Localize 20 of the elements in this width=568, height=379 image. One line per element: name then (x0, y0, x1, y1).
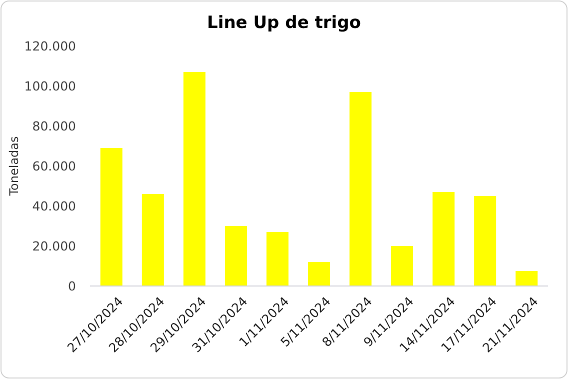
y-tick-label: 60.000 (32, 158, 76, 174)
y-tick-label: 100.000 (24, 78, 76, 94)
bar (308, 262, 330, 286)
bar (391, 246, 414, 286)
bar (474, 196, 496, 286)
bar (100, 148, 122, 286)
y-tick-label: 40.000 (32, 198, 76, 214)
bar (142, 194, 164, 286)
bar (516, 271, 538, 286)
bar (183, 72, 206, 286)
chart-title: Line Up de trigo (207, 13, 361, 33)
y-tick-label: 120.000 (24, 38, 76, 54)
bar (432, 192, 455, 286)
y-tick-label: 0 (68, 278, 76, 294)
y-axis-title: Toneladas (7, 136, 21, 197)
bar (266, 232, 288, 286)
bar (350, 92, 372, 286)
y-tick-label: 20.000 (32, 238, 76, 254)
bar (224, 226, 247, 286)
y-tick-label: 80.000 (32, 118, 76, 134)
